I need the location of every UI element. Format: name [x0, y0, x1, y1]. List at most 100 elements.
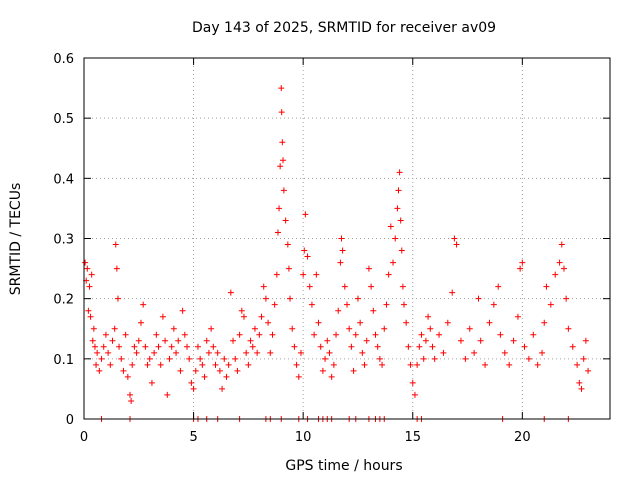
data-point: [383, 301, 390, 308]
data-point: [444, 319, 451, 326]
data-point: [205, 349, 212, 356]
data-point: [396, 169, 403, 176]
data-point: [131, 343, 138, 350]
data-point: [88, 271, 95, 278]
data-point: [118, 355, 125, 362]
data-point: [580, 355, 587, 362]
x-axis-label: GPS time / hours: [285, 458, 402, 474]
data-point: [510, 337, 517, 344]
data-point: [90, 325, 97, 332]
data-point: [471, 349, 478, 356]
data-point: [293, 361, 300, 368]
data-point: [86, 283, 93, 290]
data-point: [379, 361, 386, 368]
data-point: [170, 325, 177, 332]
data-point: [411, 391, 418, 398]
data-point: [214, 349, 221, 356]
data-point: [556, 259, 563, 266]
data-point: [414, 361, 421, 368]
data-point: [322, 355, 329, 362]
data-point: [339, 247, 346, 254]
data-point: [177, 367, 184, 374]
data-point: [482, 361, 489, 368]
data-point: [344, 301, 350, 308]
data-point: [84, 265, 91, 272]
x-tick-label: 0: [80, 430, 88, 445]
data-point: [184, 343, 191, 350]
data-point: [155, 343, 162, 350]
data-point: [390, 259, 397, 266]
data-point: [122, 331, 129, 338]
data-point: [395, 187, 402, 194]
data-point: [338, 235, 345, 242]
data-point: [265, 319, 272, 326]
data-point: [563, 295, 570, 302]
data-point: [153, 331, 160, 338]
data-point: [186, 355, 193, 362]
data-point: [387, 223, 394, 230]
data-point: [116, 343, 123, 350]
data-point: [370, 307, 377, 314]
data-point: [212, 361, 219, 368]
data-point: [359, 349, 366, 356]
data-point: [326, 349, 333, 356]
data-point: [409, 379, 416, 386]
data-point: [271, 301, 278, 308]
data-point: [91, 343, 98, 350]
data-point: [315, 319, 322, 326]
data-point: [368, 283, 375, 290]
data-point: [295, 373, 302, 380]
data-point: [530, 331, 537, 338]
data-point: [280, 157, 287, 164]
data-point: [175, 337, 182, 344]
data-point: [418, 331, 425, 338]
data-point: [348, 343, 355, 350]
y-tick-label: 0.5: [53, 112, 74, 127]
data-point: [346, 325, 353, 332]
y-axis-label: SRMTID / TECUs: [8, 183, 24, 296]
x-tick-label: 15: [404, 430, 421, 445]
data-point: [129, 361, 136, 368]
data-point: [221, 355, 228, 362]
data-point: [140, 301, 147, 308]
data-point: [291, 343, 298, 350]
data-point: [490, 301, 497, 308]
data-point: [194, 343, 201, 350]
x-tick-label: 5: [189, 430, 197, 445]
data-point: [313, 271, 320, 278]
data-point: [199, 361, 206, 368]
data-point: [335, 307, 342, 314]
data-point: [111, 325, 118, 332]
y-tick-label: 0.2: [53, 293, 74, 308]
data-point: [486, 319, 493, 326]
data-point: [376, 355, 383, 362]
data-point: [168, 343, 175, 350]
data-point: [405, 343, 412, 350]
y-tick-label: 0.3: [53, 233, 74, 248]
data-point: [552, 271, 559, 278]
data-point: [569, 343, 576, 350]
data-point: [392, 235, 399, 242]
data-point: [466, 325, 473, 332]
data-point: [278, 109, 285, 116]
data-point: [109, 337, 116, 344]
data-point: [142, 343, 149, 350]
data-point: [135, 337, 142, 344]
data-point: [381, 325, 388, 332]
data-point: [93, 361, 100, 368]
data-point: [582, 337, 589, 344]
data-point: [585, 367, 592, 374]
data-point: [306, 283, 313, 290]
data-point: [407, 361, 414, 368]
data-point: [267, 349, 274, 356]
data-point: [249, 343, 256, 350]
data-point: [521, 343, 528, 350]
data-point: [225, 361, 232, 368]
data-point: [276, 205, 283, 212]
data-point: [333, 331, 340, 338]
data-point: [578, 385, 585, 392]
data-point: [89, 337, 96, 344]
data-point: [574, 361, 581, 368]
data-point: [219, 385, 226, 392]
data-point: [436, 331, 443, 338]
